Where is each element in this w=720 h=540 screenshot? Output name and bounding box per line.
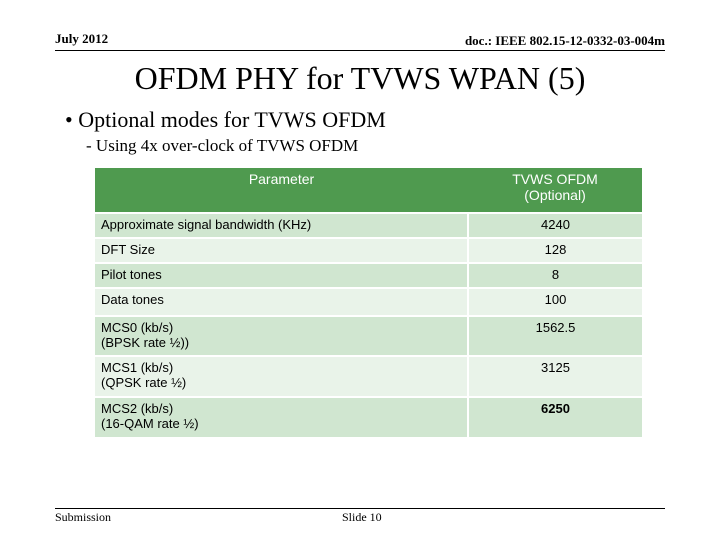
table-row: DFT Size 128 xyxy=(95,238,642,264)
sub-bullet-text: Using 4x over-clock of TVWS OFDM xyxy=(95,136,359,155)
header-doc: doc.: IEEE 802.15-12-0332-03-004m xyxy=(464,33,665,48)
column-header: TVWS OFDM (Optional) xyxy=(468,168,642,214)
parameter-cell: Pilot tones xyxy=(95,263,468,289)
parameter-cell: DFT Size xyxy=(95,238,468,264)
value-cell: 1562.5 xyxy=(467,316,642,357)
table-row: MCS2 (kb/s) (16-QAM rate ½) 6250 xyxy=(95,397,642,439)
slide-title: OFDM PHY for TVWS WPAN (5) xyxy=(134,60,586,96)
table-row: MCS0 (kb/s) (BPSK rate ½)) 1562.5 xyxy=(95,316,642,357)
column-header: Parameter xyxy=(95,168,468,214)
parameter-cell: Approximate signal bandwidth (KHz) xyxy=(95,213,468,239)
value-cell: 100 xyxy=(467,288,642,317)
table-row: MCS1 (kb/s) (QPSK rate ½) 3125 xyxy=(95,356,642,398)
value-cell: 128 xyxy=(467,238,642,264)
parameter-cell: MCS0 (kb/s) (BPSK rate ½)) xyxy=(95,316,468,357)
table-row: Data tones 100 xyxy=(95,288,642,317)
parameter-cell: MCS1 (kb/s) (QPSK rate ½) xyxy=(95,356,468,398)
sub-bullet: - Using 4x over-clock of TVWS OFDM xyxy=(86,136,359,155)
header-row: Parameter TVWS OFDM (Optional) xyxy=(95,168,642,214)
header-rule xyxy=(55,50,665,51)
bullet: • Optional modes for TVWS OFDM xyxy=(65,107,386,132)
footer-slide: Slide 10 xyxy=(342,510,382,524)
value-cell: 8 xyxy=(467,263,642,289)
table-row: Pilot tones 8 xyxy=(95,263,642,289)
footer-left: Submission xyxy=(55,510,112,524)
footer-rule xyxy=(55,508,665,509)
bullet-text: Optional modes for TVWS OFDM xyxy=(78,107,386,132)
value-cell: 4240 xyxy=(467,213,642,239)
table-row: Approximate signal bandwidth (KHz) 4240 xyxy=(95,213,642,239)
value-cell: 3125 xyxy=(467,356,642,398)
table: Parameter TVWS OFDM (Optional) Approxima… xyxy=(95,168,642,439)
header-date: July 2012 xyxy=(55,31,109,46)
parameter-cell: MCS2 (kb/s) (16-QAM rate ½) xyxy=(95,397,468,439)
parameter-cell: Data tones xyxy=(95,288,468,317)
value-cell: 6250 xyxy=(467,397,642,439)
